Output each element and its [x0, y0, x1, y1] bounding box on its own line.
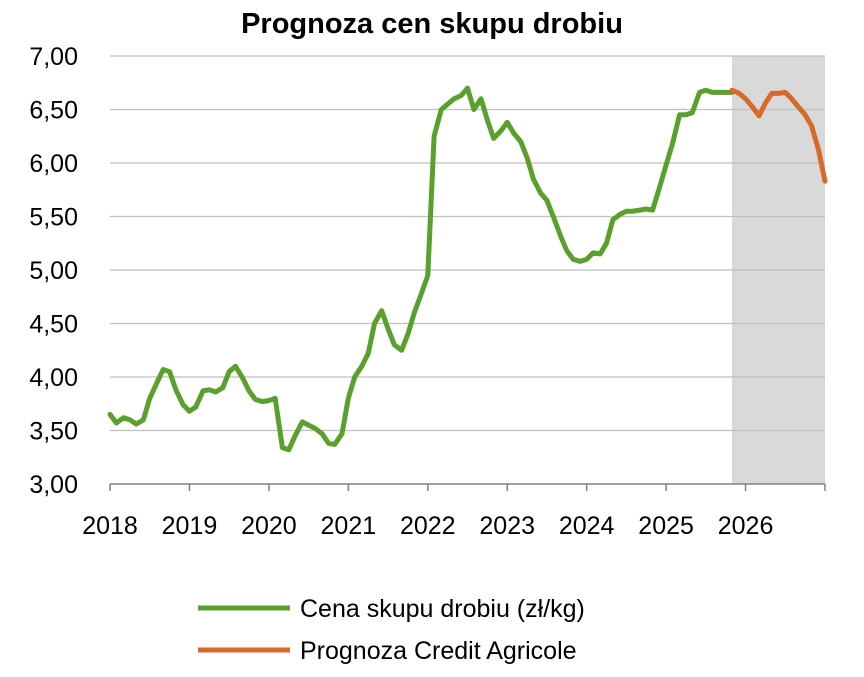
- y-tick-label: 6,00: [29, 150, 78, 178]
- legend-label-forecast: Prognoza Credit Agricole: [300, 637, 577, 665]
- series-line-historical: [107, 85, 735, 453]
- series-lines: [107, 85, 828, 453]
- legend-item-forecast: Prognoza Credit Agricole: [198, 637, 577, 665]
- y-tick-label: 6,50: [29, 97, 78, 125]
- x-tick-label: 2020: [241, 512, 297, 540]
- chart-title: Prognoza cen skupu drobiu: [241, 8, 623, 40]
- x-tick-labels: 2018 2019 2020 2021 2022 2023 2024 2025 2026: [82, 512, 773, 540]
- legend: Cena skupu drobiu (zł/kg) Prognoza Credi…: [198, 595, 585, 665]
- y-tick-label: 4,50: [29, 311, 78, 339]
- x-tick-label: 2021: [321, 512, 377, 540]
- series-line-forecast: [729, 87, 828, 184]
- gridlines: [110, 55, 825, 432]
- x-tick-label: 2019: [162, 512, 218, 540]
- y-tick-label: 5,50: [29, 204, 78, 232]
- y-tick-label: 3,00: [29, 471, 78, 499]
- y-tick-label: 4,00: [29, 364, 78, 392]
- legend-item-historical: Cena skupu drobiu (zł/kg): [198, 595, 585, 623]
- y-tick-label: 5,00: [29, 257, 78, 285]
- y-tick-labels: 3,00 3,50 4,00 4,50 5,00 5,50 6,00 6,50 7,00: [29, 43, 78, 499]
- y-tick-label: 7,00: [29, 43, 78, 71]
- x-tick-label: 2023: [479, 512, 535, 540]
- legend-label-historical: Cena skupu drobiu (zł/kg): [300, 595, 585, 623]
- x-tick-label: 2026: [718, 512, 774, 540]
- x-tick-label: 2018: [82, 512, 138, 540]
- y-tick-label: 3,50: [29, 418, 78, 446]
- x-tick-label: 2022: [400, 512, 456, 540]
- x-tick-label: 2025: [638, 512, 694, 540]
- axes: [109, 483, 826, 491]
- x-tick-label: 2024: [559, 512, 615, 540]
